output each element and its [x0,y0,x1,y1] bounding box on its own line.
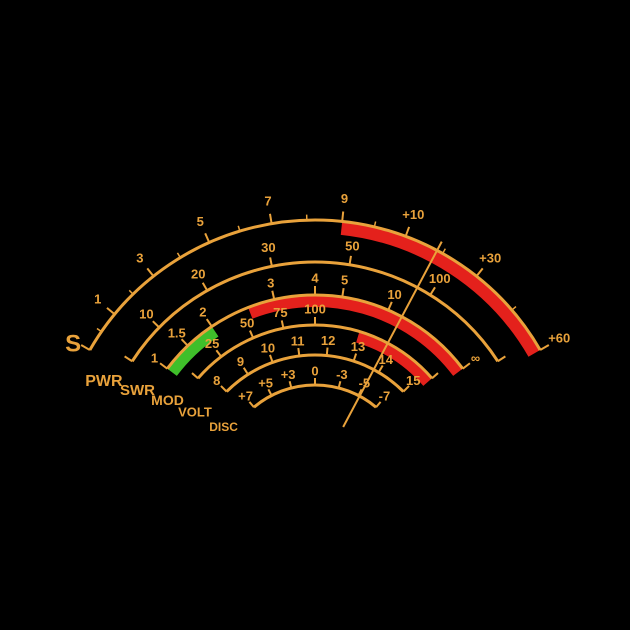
s-tick-label: 1 [94,292,101,307]
disc-tick-label: -7 [379,389,391,404]
disc-tick-label: +5 [258,375,273,390]
disc-label: DISC [209,420,238,434]
swr-tick-label: 4 [311,270,319,285]
s-tick-label: +30 [479,250,501,265]
volt-tick-label: 12 [321,333,335,348]
pwr-tick-label: 20 [191,266,205,281]
s-tick [342,211,343,221]
disc-tick-label: +3 [281,367,296,382]
volt-tick-label: 10 [261,341,275,356]
mod-tick-label: 25 [205,336,219,351]
volt-tick [327,348,328,356]
swr-tick-label: ∞ [471,350,480,365]
swr-label: SWR [120,382,155,399]
volt-label: VOLT [178,404,212,419]
swr-tick-label: 1 [151,350,158,365]
volt-tick-label: 15 [406,373,420,388]
s-tick-label: 5 [197,214,204,229]
s-tick-label: 7 [264,193,271,208]
swr-tick-label: 5 [341,273,348,288]
swr-tick-label: 3 [267,275,274,290]
volt-tick [298,348,299,356]
mod-tick-label: 75 [273,305,287,320]
volt-tick-label: 14 [379,352,394,367]
pwr-tick [350,256,351,265]
disc-tick-label: +7 [238,389,253,404]
mod-tick-label: 100 [304,301,326,316]
s-tick-label: +10 [402,207,424,222]
volt-tick-label: 11 [291,334,305,349]
s-tick-label: +60 [548,330,570,345]
radio-meter: 13579+10+30+60S10203050100PWR11.5234510∞… [0,0,630,630]
volt-tick-label: 9 [237,354,244,369]
swr-tick-label: 10 [387,287,401,302]
swr-tick [342,288,343,297]
s-tick-label: 9 [341,191,348,206]
pwr-tick-label: 50 [345,238,359,253]
pwr-label: PWR [85,373,123,390]
disc-tick-label: -3 [336,367,348,382]
pwr-tick-label: 30 [261,240,275,255]
swr-tick-label: 1.5 [168,326,186,341]
volt-tick-label: 8 [213,373,220,388]
pwr-tick-label: 10 [139,306,153,321]
volt-tick-label: 13 [351,339,365,354]
mod-tick-label: 50 [240,316,254,331]
disc-tick-label: 0 [311,363,318,378]
pwr-tick-label: 100 [429,271,451,286]
swr-tick-label: 2 [199,305,206,320]
s-label: S [65,330,81,357]
s-tick-label: 3 [136,250,143,265]
